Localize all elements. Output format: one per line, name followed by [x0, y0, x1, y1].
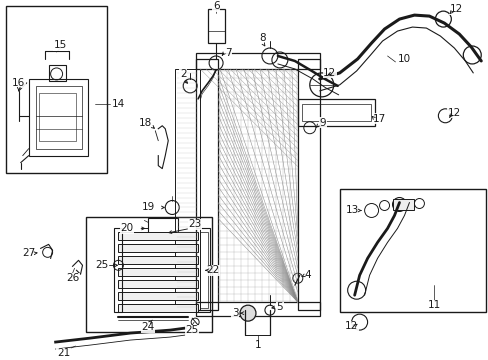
- Text: 24: 24: [142, 322, 155, 332]
- Text: 25: 25: [95, 260, 108, 270]
- Bar: [200, 233, 208, 308]
- Bar: [148, 219, 178, 238]
- Text: 27: 27: [22, 248, 35, 258]
- Bar: [339, 189, 485, 312]
- Bar: [6, 6, 107, 172]
- Bar: [114, 229, 122, 312]
- Text: 12: 12: [449, 4, 462, 14]
- Text: 13: 13: [346, 206, 359, 216]
- Bar: [297, 99, 374, 126]
- Text: 12: 12: [447, 108, 460, 118]
- Text: 11: 11: [427, 300, 440, 310]
- Bar: [196, 59, 218, 310]
- Text: 18: 18: [139, 118, 152, 128]
- Text: 21: 21: [57, 348, 70, 358]
- Text: 25: 25: [185, 325, 199, 335]
- Bar: [48, 65, 65, 81]
- Bar: [301, 104, 370, 121]
- Text: 20: 20: [120, 224, 133, 233]
- Bar: [208, 9, 224, 43]
- Text: 7: 7: [224, 48, 231, 58]
- Bar: [118, 256, 198, 264]
- Text: 2: 2: [180, 69, 186, 79]
- Text: 3: 3: [231, 308, 238, 318]
- Text: 10: 10: [397, 54, 410, 64]
- Bar: [29, 79, 88, 156]
- Bar: [118, 292, 198, 300]
- Text: 14: 14: [112, 99, 125, 109]
- Text: 17: 17: [372, 114, 386, 124]
- Text: 4: 4: [304, 270, 310, 280]
- Text: 6: 6: [212, 1, 219, 11]
- Bar: [196, 302, 319, 316]
- Text: 12: 12: [323, 68, 336, 78]
- Text: 8: 8: [259, 33, 265, 43]
- Text: 16: 16: [12, 78, 25, 88]
- Bar: [39, 93, 75, 141]
- Bar: [175, 69, 200, 310]
- Bar: [36, 86, 81, 149]
- Text: 1: 1: [254, 340, 261, 350]
- Bar: [196, 53, 319, 69]
- Text: 5: 5: [276, 302, 283, 312]
- Bar: [118, 304, 198, 312]
- Text: 15: 15: [54, 40, 67, 50]
- Text: 26: 26: [66, 273, 79, 283]
- Bar: [118, 244, 198, 252]
- Text: 22: 22: [206, 265, 219, 275]
- Text: 9: 9: [319, 118, 325, 128]
- Text: 19: 19: [142, 202, 155, 212]
- Bar: [196, 229, 210, 312]
- Bar: [118, 233, 198, 240]
- Circle shape: [240, 305, 255, 321]
- Bar: [118, 268, 198, 276]
- Bar: [392, 198, 414, 211]
- Text: 12: 12: [345, 321, 358, 331]
- Bar: [85, 217, 212, 332]
- Bar: [297, 59, 319, 310]
- Bar: [118, 280, 198, 288]
- Text: 23: 23: [188, 220, 202, 229]
